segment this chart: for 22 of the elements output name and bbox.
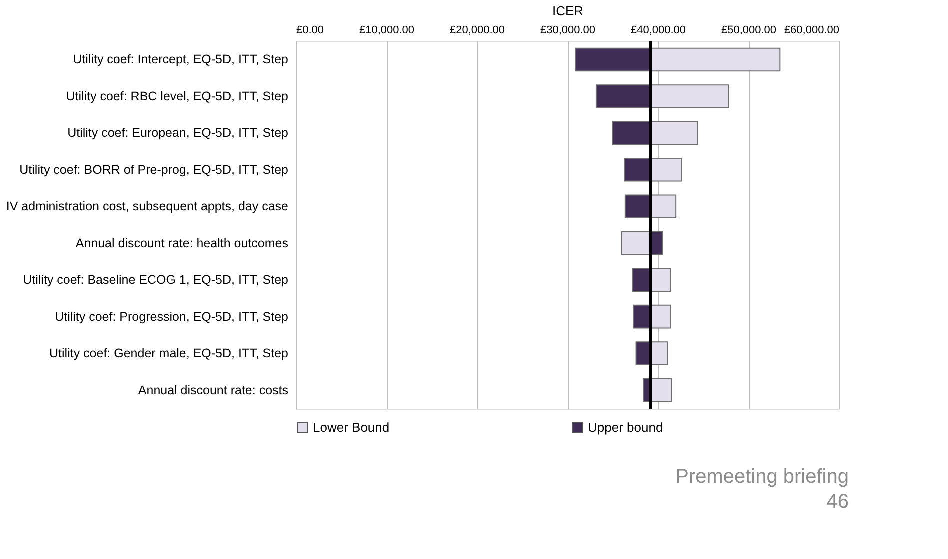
text: 46	[826, 491, 849, 513]
y-tick-label: Utility coef: Baseline ECOG 1, EQ-5D, ITT, Step	[23, 273, 289, 288]
x-axis-title: ICER	[552, 4, 584, 18]
y-tick-label: IV administration cost, subsequent appts, day case	[6, 200, 289, 214]
x-tick-label: £40,000.00	[630, 24, 686, 36]
x-tick-label: £50,000.00	[721, 24, 777, 36]
y-tick-label: Utility coef: Progression, EQ-5D, ITT, Step	[55, 310, 289, 324]
text: Premeeting briefing	[676, 466, 849, 488]
legend-label: Lower Bound	[313, 420, 390, 435]
x-tick-label: £30,000.00	[540, 24, 596, 36]
x-tick-label: £10,000.00	[359, 24, 415, 36]
x-tick-label: £60,000.00	[784, 24, 840, 36]
y-tick-label: Utility coef: RBC level, EQ-5D, ITT, Step	[66, 89, 289, 104]
y-tick-label: Utility coef: Intercept, EQ-5D, ITT, Step	[73, 52, 289, 67]
y-tick-label: Annual discount rate: costs	[138, 383, 288, 398]
legend-label: Upper bound	[588, 420, 664, 435]
x-tick-label: £0.00	[296, 24, 324, 36]
y-tick-label: Utility coef: Gender male, EQ-5D, ITT, Step	[50, 346, 289, 361]
y-tick-label: Utility coef: European, EQ-5D, ITT, Step	[68, 126, 289, 140]
x-tick-label: £20,000.00	[450, 24, 506, 36]
y-tick-label: Annual discount rate: health outcomes	[76, 236, 288, 250]
y-tick-label: Utility coef: BORR of Pre-prog, EQ-5D, ITT, Step	[20, 162, 289, 177]
